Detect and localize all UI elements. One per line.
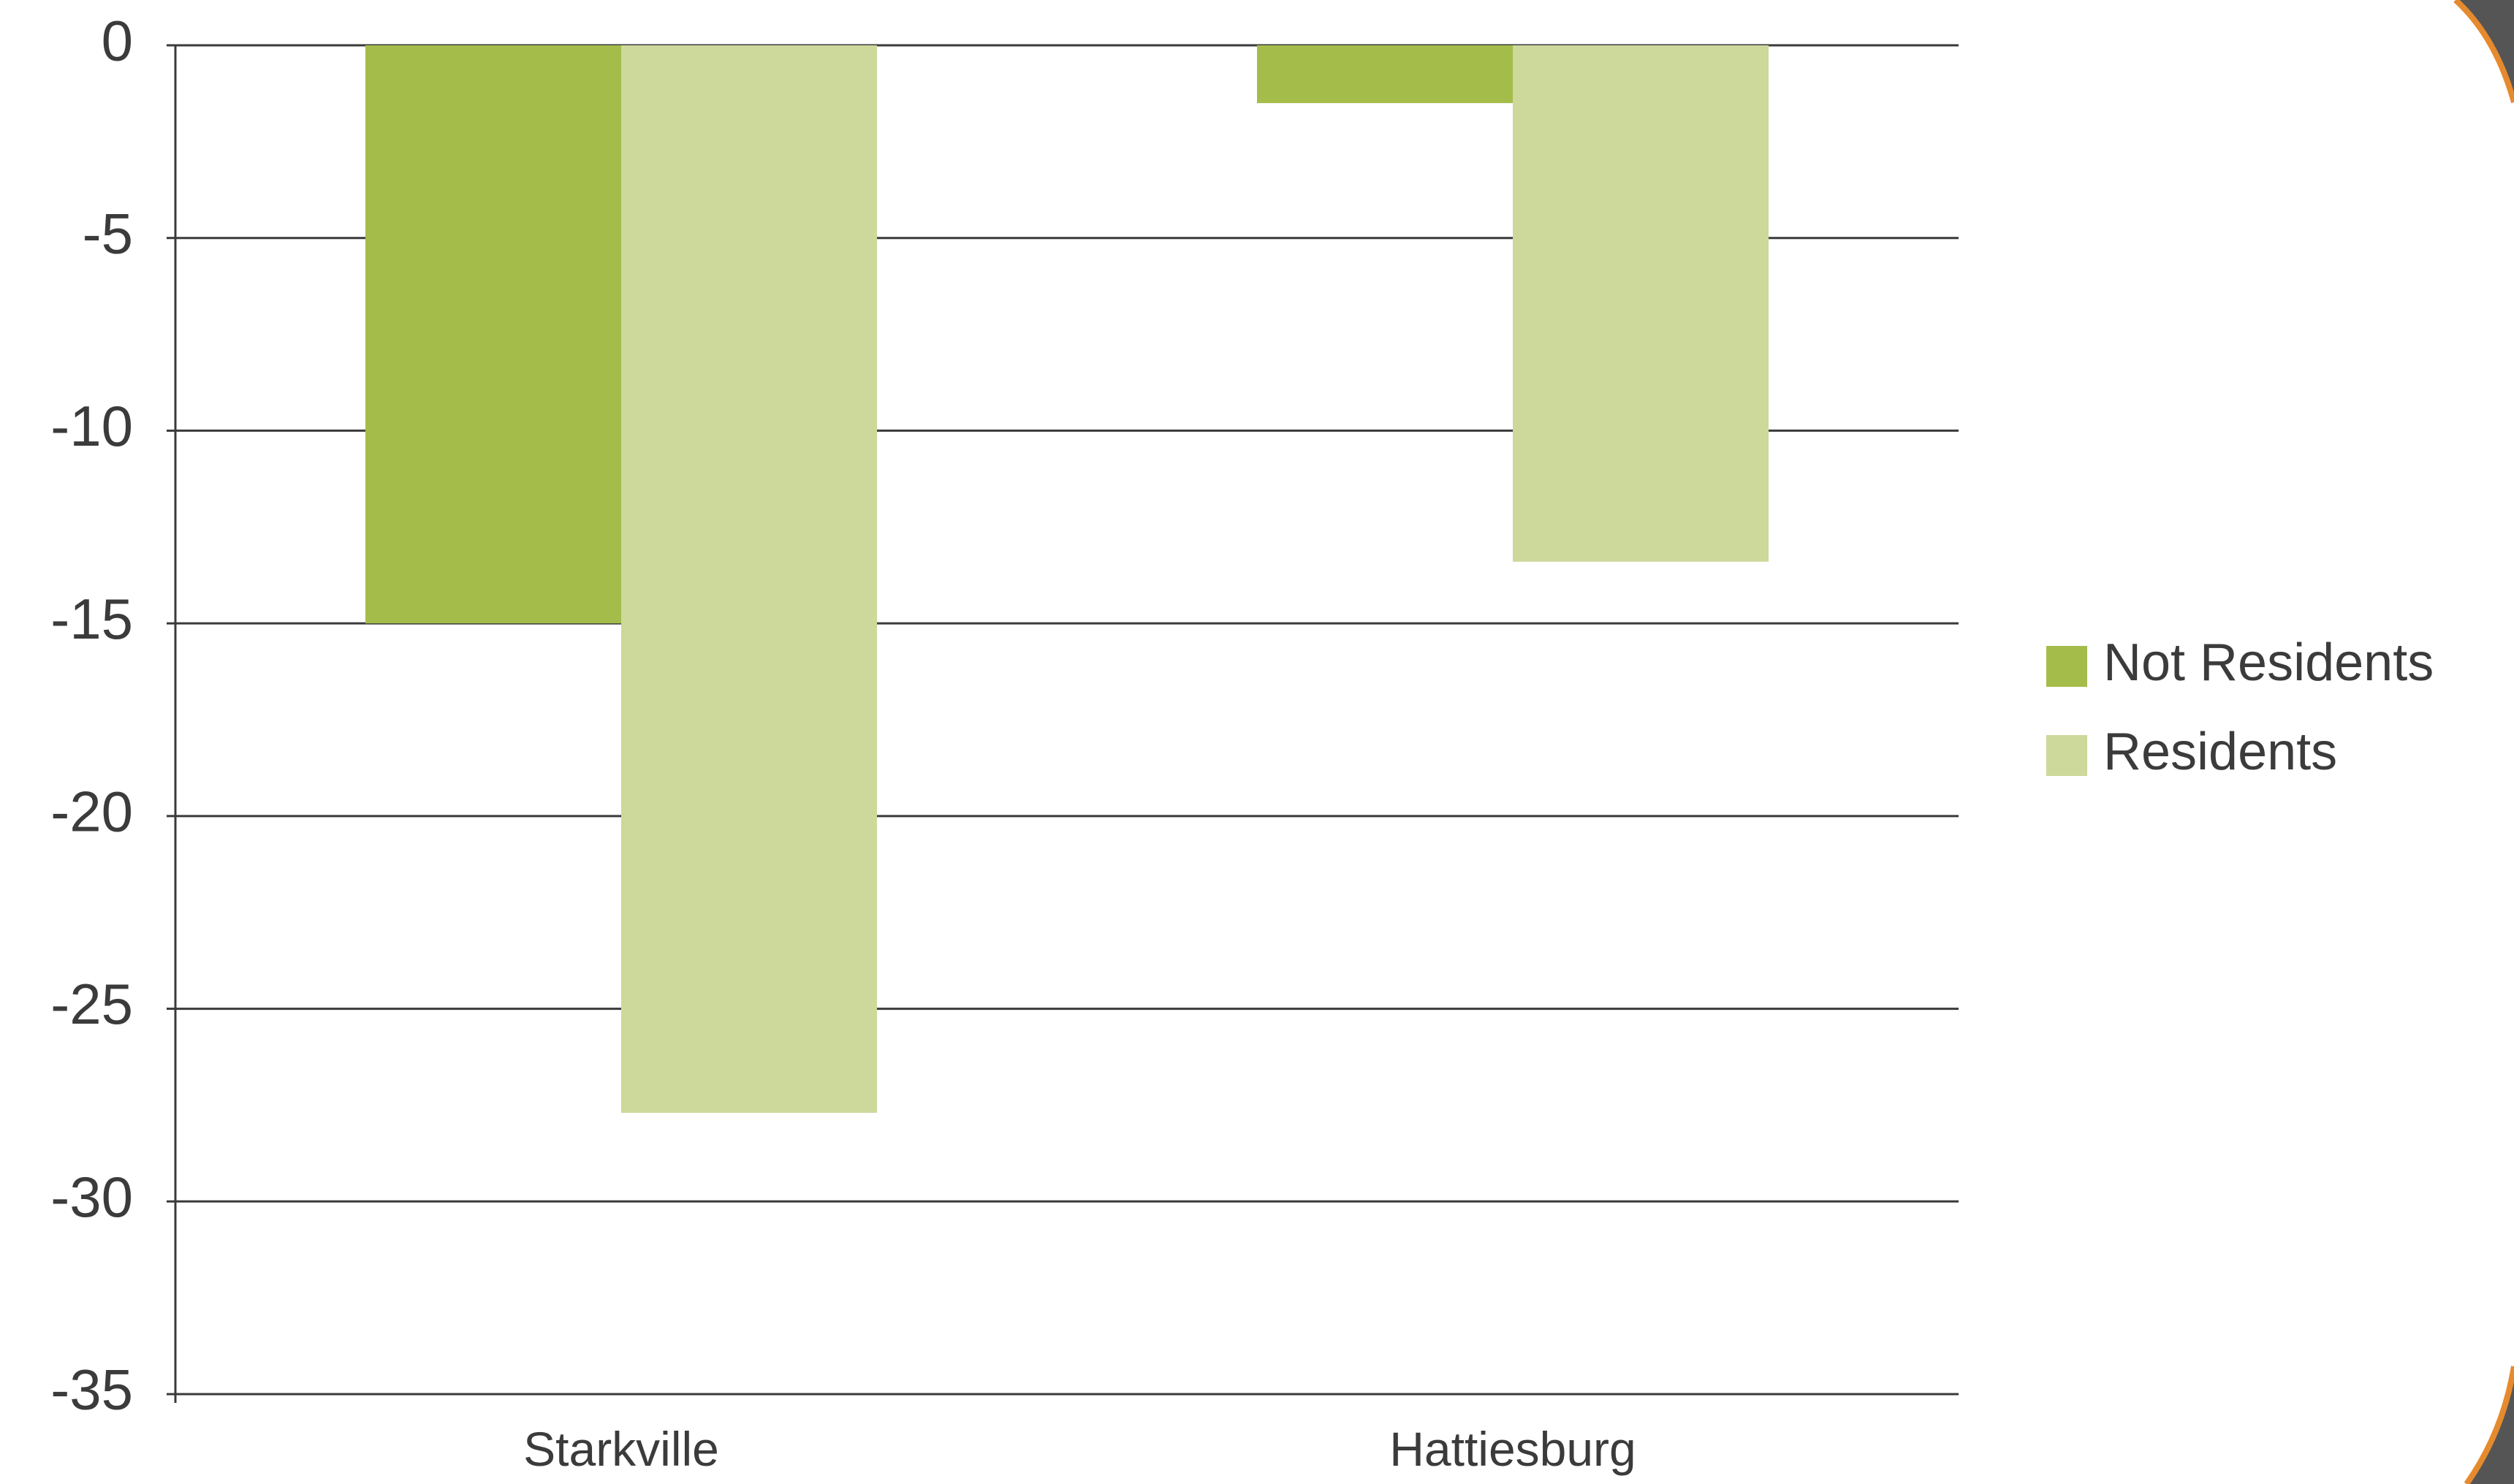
- y-tick-label-0: 0: [102, 9, 133, 73]
- y-tick-label-7: -35: [50, 1358, 133, 1422]
- corner-decoration-top: [2456, 0, 2514, 102]
- axes: 0 -5 -10 -15 -20 -25 -30 -35 Starkville Hattiesbu…: [50, 9, 1636, 1476]
- legend-label-1: Residents: [2103, 723, 2337, 781]
- x-category-label-0: Starkville: [523, 1422, 719, 1476]
- bar-hattiesburg-residents: [1513, 45, 1769, 562]
- y-tick-label-1: -5: [83, 201, 133, 265]
- legend-swatch-1: [2046, 735, 2087, 776]
- corner-accent-bottom: [2464, 1366, 2514, 1484]
- legend-label-0: Not Residents: [2103, 633, 2434, 692]
- corner-decoration-bottom: [2466, 1366, 2514, 1484]
- corner-accent-top: [2453, 0, 2514, 104]
- bars: [365, 45, 1769, 1113]
- x-category-label-1: Hattiesburg: [1389, 1422, 1636, 1476]
- y-tick-label-5: -25: [50, 972, 133, 1036]
- y-tick-label-2: -10: [50, 394, 133, 458]
- y-tick-label-4: -20: [50, 779, 133, 843]
- y-tick-label-3: -15: [50, 587, 133, 651]
- bar-starkville-not-residents: [365, 45, 621, 624]
- y-tick-label-6: -30: [50, 1165, 133, 1229]
- legend: Not Residents Residents: [2046, 633, 2434, 781]
- legend-swatch-0: [2046, 646, 2087, 687]
- bar-hattiesburg-not-residents: [1257, 45, 1513, 104]
- bar-starkville-residents: [621, 45, 877, 1113]
